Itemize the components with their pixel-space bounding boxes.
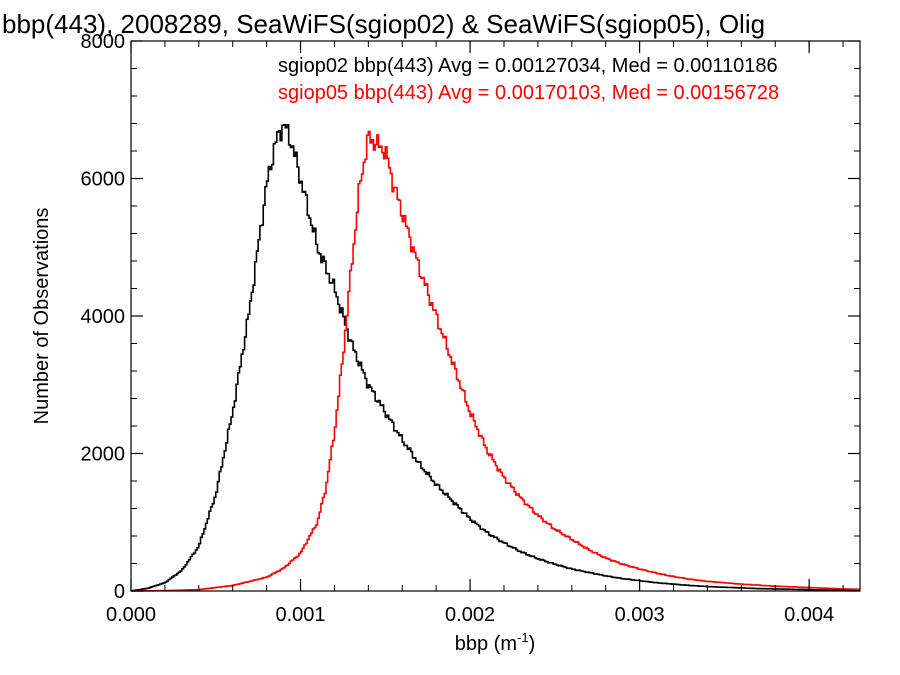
x-tick-label-3: 0.003 <box>615 604 665 626</box>
axes-layer: 0.000 0.001 0.002 0.003 0.004 0 2000 4000 6000 80… <box>81 31 860 626</box>
chart-title: bbp(443), 2008289, SeaWiFS(sgiop02) & Se… <box>2 9 765 39</box>
plot-frame <box>130 40 861 592</box>
x-axis-label-close: ) <box>529 633 536 655</box>
y-tick-label-3: 6000 <box>81 169 126 191</box>
y-tick-label-0: 0 <box>114 581 125 603</box>
y-tick-label-1: 2000 <box>81 444 126 466</box>
x-tick-label-2: 0.002 <box>445 604 495 626</box>
x-axis-label-superscript: -1 <box>517 630 529 645</box>
series-layer <box>130 123 860 592</box>
y-tick-label-2: 4000 <box>81 306 126 328</box>
x-tick-label-4: 0.004 <box>784 604 834 626</box>
legend-entry-sgiop02: sgiop02 bbp(443) Avg = 0.00127034, Med =… <box>278 55 778 77</box>
x-tick-label-1: 0.001 <box>276 604 326 626</box>
y-tick-label-4: 8000 <box>81 31 126 53</box>
x-tick-label-0: 0.000 <box>106 604 156 626</box>
y-axis-label: Number of Observations <box>31 208 53 425</box>
legend-entry-sgiop05: sgiop05 bbp(443) Avg = 0.00170103, Med =… <box>278 82 779 104</box>
x-axis-label: bbp (m-1) <box>455 630 535 655</box>
x-axis-label-main: bbp (m <box>455 633 517 655</box>
series-line-0 <box>130 123 860 592</box>
series-line-1 <box>130 130 860 592</box>
